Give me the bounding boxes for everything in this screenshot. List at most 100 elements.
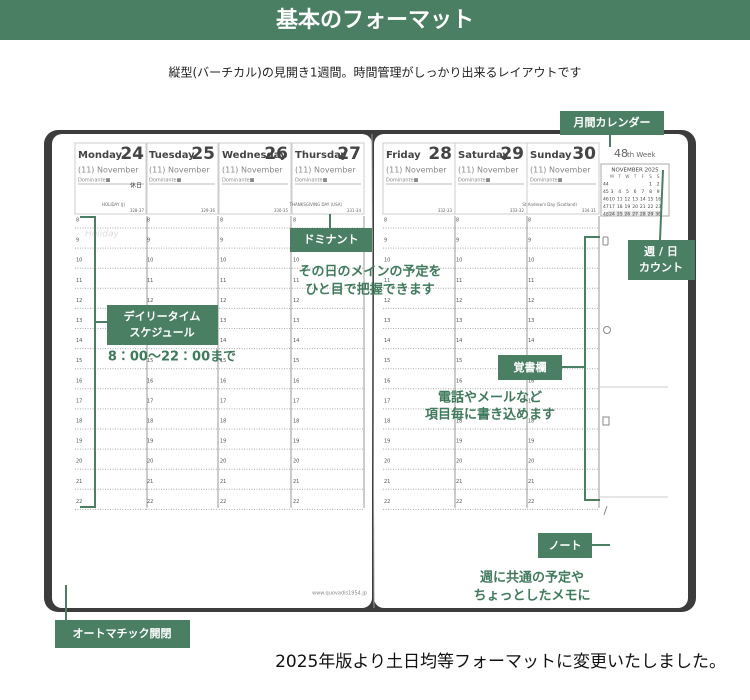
calendar-day: 30 bbox=[655, 212, 661, 218]
day-count: 331-34 bbox=[347, 208, 362, 213]
current-week bbox=[654, 211, 662, 217]
callout-label: ドミナント bbox=[304, 233, 359, 246]
hour-label: 10 bbox=[76, 258, 82, 264]
day-note: HOLIDAY (J) bbox=[102, 202, 125, 207]
hour-label: 10 bbox=[384, 258, 390, 264]
calendar-day: 17 bbox=[609, 204, 615, 210]
hour-label: 11 bbox=[293, 278, 299, 284]
calendar-day: 22 bbox=[648, 204, 654, 210]
day-note: THANKSGIVING DAY (USA) bbox=[289, 202, 343, 207]
hour-label: 18 bbox=[456, 419, 462, 425]
hour-label: 21 bbox=[528, 479, 534, 485]
hour-label: 11 bbox=[220, 278, 226, 284]
hour-label: 22 bbox=[293, 499, 299, 505]
dominante: Dominante■ bbox=[222, 178, 255, 184]
calendar-day: 5 bbox=[626, 189, 629, 195]
calendar-week: 48 bbox=[603, 212, 609, 218]
hour-label: 16 bbox=[293, 378, 299, 384]
calendar-title: NOVEMBER 2025 bbox=[611, 168, 659, 174]
hour-label: 19 bbox=[384, 439, 390, 445]
hour-label: 18 bbox=[293, 419, 299, 425]
day-name: Sunday bbox=[530, 150, 572, 161]
calendar-day: 18 bbox=[617, 204, 623, 210]
calendar-day: 19 bbox=[625, 204, 631, 210]
calendar-weekday: T bbox=[617, 174, 621, 179]
description: 項目毎に書き込めます bbox=[425, 407, 555, 423]
hour-label: 14 bbox=[456, 338, 462, 344]
hour-label: 8 bbox=[456, 218, 459, 224]
hour-label: 14 bbox=[293, 338, 299, 344]
calendar-weekday: M bbox=[610, 174, 614, 179]
header-bar bbox=[0, 0, 750, 40]
hour-label: 15 bbox=[147, 358, 153, 364]
day-month: (11) November bbox=[222, 166, 283, 175]
holiday-mark: 休日 bbox=[130, 182, 142, 190]
calendar-day: 29 bbox=[648, 212, 654, 218]
calendar-day: 27 bbox=[632, 212, 638, 218]
day-month: (11) November bbox=[78, 166, 139, 175]
hour-label: 10 bbox=[293, 258, 299, 264]
hour-label: 20 bbox=[293, 459, 299, 465]
callout-label: カウント bbox=[639, 261, 683, 274]
hour-label: 19 bbox=[220, 439, 226, 445]
calendar-week: 47 bbox=[603, 204, 609, 210]
watermark: Holiday bbox=[85, 230, 120, 240]
hour-label: 8 bbox=[220, 218, 223, 224]
subtitle: 縦型(バーチカル)の見開き1週間。時間管理がしっかり出来るレイアウトです bbox=[168, 65, 581, 80]
hour-label: 17 bbox=[76, 398, 82, 404]
hour-label: 9 bbox=[76, 238, 79, 244]
callout-box bbox=[107, 305, 218, 345]
hour-label: 8 bbox=[293, 218, 296, 224]
hour-label: 21 bbox=[384, 479, 390, 485]
hour-label: 22 bbox=[384, 499, 390, 505]
callout-box bbox=[560, 111, 664, 135]
hour-label: 14 bbox=[384, 338, 390, 344]
hour-label: 20 bbox=[384, 459, 390, 465]
calendar-day: 6 bbox=[634, 189, 637, 195]
hour-label: 9 bbox=[147, 238, 150, 244]
hour-label: 18 bbox=[76, 419, 82, 425]
calendar-weekday: S bbox=[649, 174, 652, 179]
current-week bbox=[639, 211, 647, 217]
calendar-day: 26 bbox=[625, 212, 631, 218]
description: ひと目で把握できます bbox=[305, 282, 435, 298]
day-date: 29 bbox=[500, 144, 524, 164]
hour-label: 8 bbox=[384, 218, 387, 224]
day-date: 28 bbox=[428, 144, 452, 164]
hour-label: 22 bbox=[76, 499, 82, 505]
day-date: 27 bbox=[337, 144, 361, 164]
hour-label: 19 bbox=[76, 439, 82, 445]
callout-box bbox=[628, 240, 695, 280]
day-count: 330-35 bbox=[274, 208, 289, 213]
callout-label: 月間カレンダー bbox=[573, 115, 651, 129]
hour-label: 16 bbox=[76, 378, 82, 384]
footer-note: 2025年版より土日均等フォーマットに変更いたしました。 bbox=[275, 652, 726, 672]
day-count: 332-33 bbox=[438, 208, 453, 213]
hour-label: 11 bbox=[147, 278, 153, 284]
hour-label: 16 bbox=[220, 378, 226, 384]
current-week bbox=[608, 211, 616, 217]
day-header bbox=[526, 142, 600, 215]
day-name: Wednesday bbox=[222, 150, 287, 161]
hour-label: 20 bbox=[456, 459, 462, 465]
day-header bbox=[291, 142, 365, 215]
callout-label: オートマチック開閉 bbox=[73, 627, 172, 640]
hour-label: 15 bbox=[456, 358, 462, 364]
memo-icons bbox=[602, 236, 611, 516]
calendar-week: 45 bbox=[603, 189, 609, 195]
hour-label: 11 bbox=[456, 278, 462, 284]
hour-label: 8 bbox=[528, 218, 531, 224]
calendar-day: 23 bbox=[655, 204, 661, 210]
calendar-day: 11 bbox=[617, 197, 623, 203]
calendar-day: 21 bbox=[640, 204, 646, 210]
calendar-day: 7 bbox=[641, 189, 644, 195]
hour-label: 12 bbox=[220, 298, 226, 304]
calendar-day: 20 bbox=[632, 204, 638, 210]
calendar-weekday: F bbox=[642, 174, 645, 179]
hour-label: 13 bbox=[456, 318, 462, 324]
description: 8：00〜22：00まで bbox=[108, 350, 236, 365]
hour-label: 12 bbox=[76, 298, 82, 304]
hour-label: 13 bbox=[293, 318, 299, 324]
description: 電話やメールなど bbox=[438, 390, 542, 406]
